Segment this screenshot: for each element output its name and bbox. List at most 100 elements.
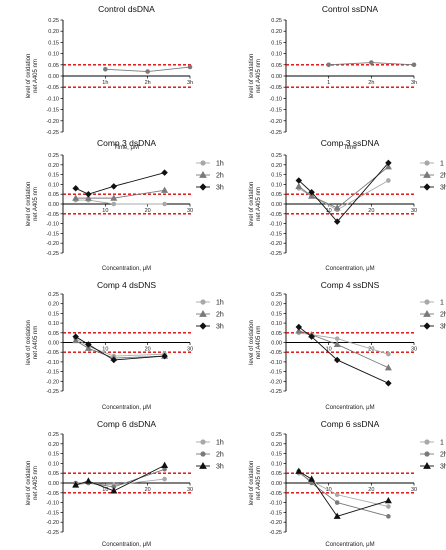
legend-marker [199, 183, 207, 191]
data-point [369, 60, 374, 65]
y-tick-label: -0.05 [46, 491, 59, 497]
x-tick-label: 20 [368, 347, 374, 353]
x-tick-label: 10 [326, 208, 332, 214]
data-point [326, 62, 331, 68]
legend-label: 3h [440, 464, 446, 471]
y-tick-label: -0.20 [46, 241, 59, 247]
y-tick-label: 0.05 [271, 63, 282, 69]
legend-label: 2h [216, 173, 224, 180]
data-point [110, 356, 118, 364]
data-point [334, 336, 340, 341]
x-tick-label: 20 [368, 487, 374, 493]
y-tick-label: 0.15 [271, 452, 282, 458]
legend-item: 3h [196, 183, 224, 192]
y-tick-label: 0.00 [48, 202, 59, 208]
legend-item: 1 [420, 439, 444, 447]
y-tick-label: -0.05 [269, 491, 282, 497]
y-tick-label: 0.20 [271, 442, 282, 448]
legend-item: 1 [420, 299, 444, 307]
series-2h [295, 327, 392, 371]
legend-marker [423, 309, 431, 317]
y-axis-label: level of oxidationnet A405 nm [249, 54, 262, 99]
legend-item: 1 [420, 160, 444, 168]
x-tick-label: 10 [102, 347, 108, 353]
legend-label: 3h [216, 324, 224, 331]
series-3h [72, 333, 168, 364]
y-tick-label: 0.00 [48, 74, 59, 80]
y-tick-label: 0.15 [48, 40, 59, 46]
legend-label: 1 [440, 300, 444, 307]
data-point [333, 218, 341, 225]
y-tick-label: -0.20 [46, 379, 59, 385]
x-tick-label: 30 [411, 347, 417, 353]
y-tick-label: 0.15 [48, 311, 59, 317]
x-tick-label: 2h [145, 80, 151, 86]
legend-marker [424, 299, 430, 305]
data-point [308, 475, 316, 482]
y-tick-label: 0.15 [48, 452, 59, 458]
y-tick-label: -0.20 [269, 379, 282, 385]
series-3h [295, 467, 392, 519]
series-line [298, 470, 389, 517]
legend-marker [424, 439, 430, 445]
y-tick-label: 0.20 [271, 163, 282, 169]
data-point [334, 500, 340, 505]
y-tick-label: 0.25 [271, 432, 282, 438]
series-line [75, 172, 165, 195]
data-point [110, 194, 118, 201]
x-tick-label: 3h [187, 80, 193, 86]
data-point [384, 496, 392, 504]
x-tick-label: 30 [187, 208, 193, 214]
series-2h [295, 163, 392, 211]
data-point [161, 352, 168, 360]
series-1 [296, 470, 391, 509]
series-data [326, 60, 417, 68]
legend-marker [424, 160, 430, 166]
legend-item: 3h [420, 322, 446, 331]
data-point [162, 466, 167, 472]
y-tick-label: -0.20 [269, 520, 282, 526]
legend-label: 2h [216, 312, 224, 319]
chart-panel-5: Comp 4 dsDNS 0.25 0.20 0.15 0.10 0.05 0.00 -0.0… [26, 280, 224, 411]
legend-marker [423, 183, 431, 191]
series-line [298, 162, 389, 223]
legend-item: 2h [196, 451, 224, 459]
x-tick-label: 20 [145, 208, 151, 214]
y-tick-label: -0.25 [46, 389, 59, 395]
y-tick-label: -0.25 [46, 130, 59, 136]
data-point [161, 186, 169, 193]
y-tick-label: 0.10 [271, 182, 282, 188]
y-tick-label: -0.15 [46, 231, 59, 237]
legend-item: 3h [196, 461, 224, 471]
series-2h [72, 186, 169, 201]
data-point [110, 183, 118, 190]
data-point [386, 504, 391, 509]
data-point [384, 364, 392, 371]
series-line [298, 332, 389, 355]
y-tick-label: -0.05 [46, 212, 59, 218]
y-tick-label: -0.10 [269, 222, 282, 228]
y-tick-label: 0.05 [48, 471, 59, 477]
x-axis-label: Time [343, 145, 357, 151]
y-tick-label: 0.00 [271, 74, 282, 80]
y-tick-label: -0.10 [46, 96, 59, 102]
y-tick-label: 0.10 [48, 321, 59, 327]
data-point [111, 201, 117, 207]
data-point [72, 194, 80, 201]
y-tick-label: 0.00 [271, 341, 282, 347]
data-point [333, 204, 341, 211]
data-point [386, 514, 391, 519]
legend-marker [199, 309, 207, 317]
data-point [187, 64, 193, 70]
chart-title: Comp 6 ssDNA [321, 419, 380, 429]
y-tick-label: -0.05 [46, 85, 59, 91]
data-point [385, 380, 392, 387]
series-3h [295, 323, 392, 387]
data-point [295, 327, 303, 334]
chart-panel-8: Comp 6 ssDNA 0.25 0.20 0.15 0.10 0.05 0.00 -0.0… [249, 419, 446, 548]
y-axis-label: level of oxidationnet A405 nm [26, 461, 39, 506]
series-3h [295, 159, 392, 225]
y-tick-label: 0.05 [48, 192, 59, 198]
x-tick-label: 20 [145, 347, 151, 353]
data-point [84, 477, 92, 484]
